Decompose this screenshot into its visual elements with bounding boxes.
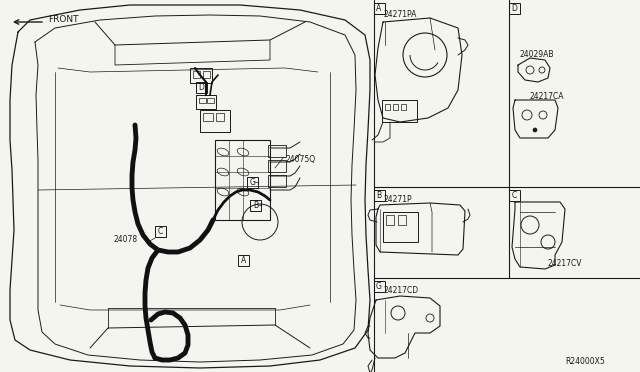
- Text: C: C: [511, 191, 516, 200]
- Bar: [203, 71, 210, 78]
- Text: 24271P: 24271P: [383, 195, 412, 204]
- Bar: [398, 215, 406, 225]
- Bar: [374, 190, 385, 201]
- Bar: [509, 3, 520, 14]
- Text: G: G: [250, 178, 255, 187]
- Text: FRONT: FRONT: [48, 15, 79, 24]
- Bar: [393, 104, 398, 110]
- Text: 24078: 24078: [113, 235, 137, 244]
- Text: 24217CD: 24217CD: [383, 286, 418, 295]
- Text: 24029AB: 24029AB: [520, 50, 554, 59]
- Text: R24000X5: R24000X5: [565, 357, 605, 366]
- Bar: [386, 215, 394, 225]
- Bar: [509, 190, 520, 201]
- Text: 24217CV: 24217CV: [548, 259, 582, 268]
- Text: D: D: [198, 83, 204, 92]
- Bar: [374, 281, 385, 292]
- Text: C: C: [158, 227, 163, 236]
- Circle shape: [533, 128, 537, 132]
- Bar: [193, 71, 200, 78]
- Bar: [383, 212, 418, 242]
- Bar: [385, 104, 390, 110]
- Text: B: B: [376, 191, 381, 200]
- Text: 24075Q: 24075Q: [285, 155, 315, 164]
- Bar: [155, 226, 166, 237]
- Bar: [196, 95, 216, 109]
- Text: D: D: [511, 4, 517, 13]
- Bar: [268, 145, 286, 157]
- Bar: [207, 98, 214, 103]
- Text: A: A: [376, 4, 381, 13]
- Bar: [247, 177, 258, 188]
- Bar: [268, 175, 286, 187]
- Bar: [374, 3, 385, 14]
- Text: 24271PA: 24271PA: [383, 10, 417, 19]
- Text: 24217CA: 24217CA: [530, 92, 564, 101]
- Text: B: B: [253, 201, 258, 210]
- Bar: [268, 160, 286, 172]
- Bar: [196, 82, 207, 93]
- Text: G: G: [376, 282, 382, 291]
- Bar: [216, 113, 224, 121]
- Bar: [250, 200, 261, 211]
- Bar: [382, 100, 417, 122]
- Bar: [401, 104, 406, 110]
- Bar: [190, 68, 212, 83]
- Bar: [203, 113, 213, 121]
- Bar: [215, 140, 270, 220]
- Bar: [200, 110, 230, 132]
- Bar: [199, 98, 206, 103]
- Text: A: A: [241, 256, 246, 265]
- Bar: [238, 255, 249, 266]
